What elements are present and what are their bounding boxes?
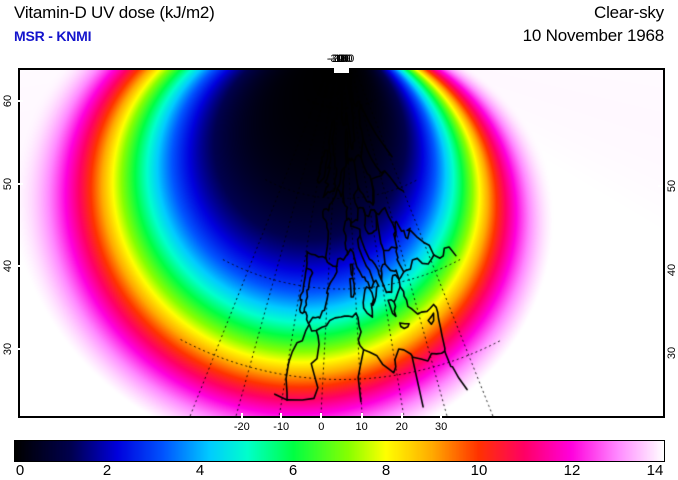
axis-top-tick-label: -20 bbox=[328, 53, 345, 65]
axis-right-tickmark bbox=[658, 268, 663, 271]
colorbar-tick-label: 4 bbox=[195, 462, 205, 479]
axis-top-tick-label: 40 bbox=[342, 53, 355, 65]
axis-top-tick-label: 10 bbox=[336, 53, 349, 65]
axis-bottom-tick-label: -20 bbox=[233, 421, 250, 433]
axis-bottom-tick-label: 0 bbox=[318, 421, 325, 433]
colorbar-gradient bbox=[14, 440, 665, 462]
colorbar-tick-label: 6 bbox=[288, 462, 298, 479]
axis-bottom-tickmark bbox=[240, 413, 243, 418]
map-plot-area bbox=[18, 68, 665, 418]
axis-top-tick-label: 30 bbox=[340, 53, 353, 65]
axis-left-tick-label: 40 bbox=[2, 260, 15, 273]
axis-bottom-tick-label: 20 bbox=[395, 421, 408, 433]
axis-bottom-tick-label: 30 bbox=[435, 421, 448, 433]
axis-left-tick-label: 50 bbox=[2, 177, 15, 190]
sky-condition-label: Clear-sky bbox=[594, 3, 664, 22]
axis-right-tickmark bbox=[658, 352, 663, 355]
axis-right-tick-label: 50 bbox=[666, 179, 678, 193]
axis-top-tick-label: -10 bbox=[330, 53, 347, 65]
colorbar-legend bbox=[14, 440, 665, 462]
axis-bottom-tickmark bbox=[440, 413, 443, 418]
axis-top-tickmark bbox=[345, 68, 348, 73]
page-title: Vitamin-D UV dose (kJ/m2) bbox=[14, 3, 215, 22]
axis-bottom-tickmark bbox=[360, 413, 363, 418]
colorbar-tick-label: 14 bbox=[646, 462, 664, 479]
colorbar-tick-label: 10 bbox=[470, 462, 488, 479]
axis-top-tickmark bbox=[347, 68, 350, 73]
axis-top-tickmark bbox=[343, 68, 346, 73]
chart-header: Vitamin-D UV dose (kJ/m2) MSR - KNMI Cle… bbox=[0, 0, 678, 56]
axis-bottom-tick-label: 10 bbox=[355, 421, 368, 433]
institute-label: MSR - KNMI bbox=[14, 28, 92, 44]
axis-left-tick-label: 60 bbox=[2, 95, 15, 108]
axis-left-tickmark bbox=[18, 347, 23, 350]
axis-right-tick-label: 30 bbox=[666, 346, 678, 360]
date-label: 10 November 1968 bbox=[522, 26, 665, 45]
colorbar-tick-label: 8 bbox=[381, 462, 391, 479]
axis-right-tickmark bbox=[658, 184, 663, 187]
axis-top-tickmark bbox=[339, 68, 342, 73]
axis-top-tick-label: 20 bbox=[338, 53, 351, 65]
axis-top-tick-label: 0 bbox=[337, 53, 344, 65]
axis-top-tickmark bbox=[333, 68, 336, 73]
axis-top-tickmark bbox=[337, 68, 340, 73]
uv-dose-heatmap bbox=[20, 70, 663, 416]
axis-right-tick-label: 40 bbox=[666, 263, 678, 276]
axis-left-tickmark bbox=[18, 100, 23, 103]
axis-bottom-tickmark bbox=[400, 413, 403, 418]
colorbar-tick-label: 2 bbox=[102, 462, 112, 479]
axis-left-tick-label: 30 bbox=[2, 342, 15, 355]
colorbar-tick-label: 0 bbox=[15, 462, 25, 479]
axis-top-tickmark bbox=[341, 68, 344, 73]
axis-bottom-tickmark bbox=[320, 413, 323, 418]
axis-bottom-tickmark bbox=[280, 413, 283, 418]
axis-left-tickmark bbox=[18, 265, 23, 268]
axis-top-tickmark bbox=[335, 68, 338, 73]
colorbar-tick-labels: 0 2 4 6 8 10 12 14 bbox=[14, 462, 665, 480]
colorbar-tick-label: 12 bbox=[563, 462, 581, 479]
axis-top-tick-label: -30 bbox=[326, 53, 343, 65]
axis-bottom-tick-label: -10 bbox=[273, 421, 290, 433]
axis-left-tickmark bbox=[18, 182, 23, 185]
